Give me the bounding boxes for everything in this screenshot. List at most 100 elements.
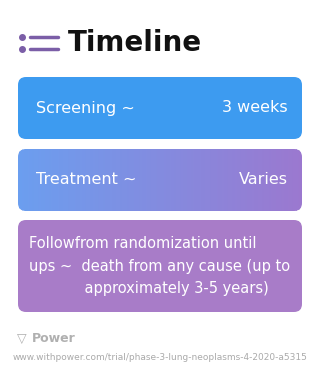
Bar: [170, 149, 172, 211]
Bar: [212, 149, 214, 211]
Bar: [229, 149, 231, 211]
Bar: [268, 149, 270, 211]
Bar: [281, 149, 283, 211]
Bar: [235, 149, 237, 211]
Bar: [188, 149, 190, 211]
Bar: [172, 149, 173, 211]
Bar: [21, 149, 23, 211]
Bar: [45, 149, 47, 211]
Bar: [163, 149, 165, 211]
Bar: [257, 149, 259, 211]
Bar: [264, 149, 266, 211]
Bar: [48, 149, 50, 211]
Text: Treatment ~: Treatment ~: [36, 172, 137, 188]
Bar: [276, 149, 278, 211]
Bar: [196, 149, 197, 211]
Bar: [198, 149, 200, 211]
Bar: [154, 149, 156, 211]
Bar: [143, 149, 145, 211]
Text: Followfrom randomization until
ups ~  death from any cause (up to
            ap: Followfrom randomization until ups ~ dea…: [29, 236, 291, 296]
Bar: [120, 149, 122, 211]
Bar: [46, 149, 48, 211]
Bar: [234, 149, 236, 211]
Bar: [237, 149, 239, 211]
Bar: [211, 149, 213, 211]
Bar: [24, 149, 26, 211]
Bar: [291, 149, 292, 211]
Bar: [194, 149, 196, 211]
Bar: [140, 149, 142, 211]
Bar: [126, 149, 128, 211]
Bar: [34, 149, 36, 211]
Bar: [52, 149, 54, 211]
Bar: [134, 149, 136, 211]
Bar: [112, 149, 114, 211]
Bar: [242, 149, 244, 211]
Bar: [201, 149, 203, 211]
Bar: [146, 149, 148, 211]
Bar: [60, 149, 62, 211]
Bar: [32, 149, 34, 211]
Bar: [177, 149, 179, 211]
Bar: [244, 149, 246, 211]
Bar: [79, 149, 81, 211]
Bar: [42, 149, 44, 211]
Bar: [36, 149, 38, 211]
Bar: [38, 149, 40, 211]
Bar: [260, 149, 261, 211]
Bar: [98, 149, 100, 211]
Bar: [81, 149, 83, 211]
Bar: [286, 149, 288, 211]
Bar: [73, 149, 75, 211]
FancyBboxPatch shape: [18, 77, 302, 139]
Bar: [181, 149, 183, 211]
Text: www.withpower.com/trial/phase-3-lung-neoplasms-4-2020-a5315: www.withpower.com/trial/phase-3-lung-neo…: [12, 352, 308, 361]
Bar: [102, 149, 104, 211]
Bar: [39, 149, 41, 211]
Bar: [41, 149, 43, 211]
Bar: [130, 149, 132, 211]
Bar: [238, 149, 240, 211]
Bar: [68, 149, 70, 211]
Bar: [245, 149, 247, 211]
Bar: [300, 149, 302, 211]
Bar: [167, 149, 169, 211]
Bar: [271, 149, 273, 211]
Bar: [278, 149, 280, 211]
Bar: [272, 149, 274, 211]
Bar: [207, 149, 209, 211]
Bar: [93, 149, 95, 211]
Bar: [252, 149, 254, 211]
Bar: [251, 149, 253, 211]
Bar: [284, 149, 285, 211]
Bar: [123, 149, 125, 211]
Bar: [295, 149, 297, 211]
Bar: [149, 149, 151, 211]
Bar: [231, 149, 233, 211]
Bar: [88, 149, 90, 211]
Bar: [22, 149, 24, 211]
Bar: [228, 149, 230, 211]
Bar: [95, 149, 97, 211]
Bar: [96, 149, 98, 211]
Bar: [86, 149, 88, 211]
Bar: [289, 149, 291, 211]
Bar: [82, 149, 84, 211]
Bar: [275, 149, 277, 211]
Bar: [153, 149, 155, 211]
Bar: [218, 149, 220, 211]
Bar: [18, 149, 20, 211]
Bar: [110, 149, 112, 211]
Bar: [186, 149, 188, 211]
Bar: [282, 149, 284, 211]
Bar: [92, 149, 94, 211]
Bar: [169, 149, 171, 211]
Bar: [56, 149, 58, 211]
Bar: [132, 149, 133, 211]
Bar: [106, 149, 108, 211]
Bar: [109, 149, 111, 211]
Bar: [258, 149, 260, 211]
Bar: [51, 149, 52, 211]
Bar: [203, 149, 204, 211]
Bar: [227, 149, 229, 211]
